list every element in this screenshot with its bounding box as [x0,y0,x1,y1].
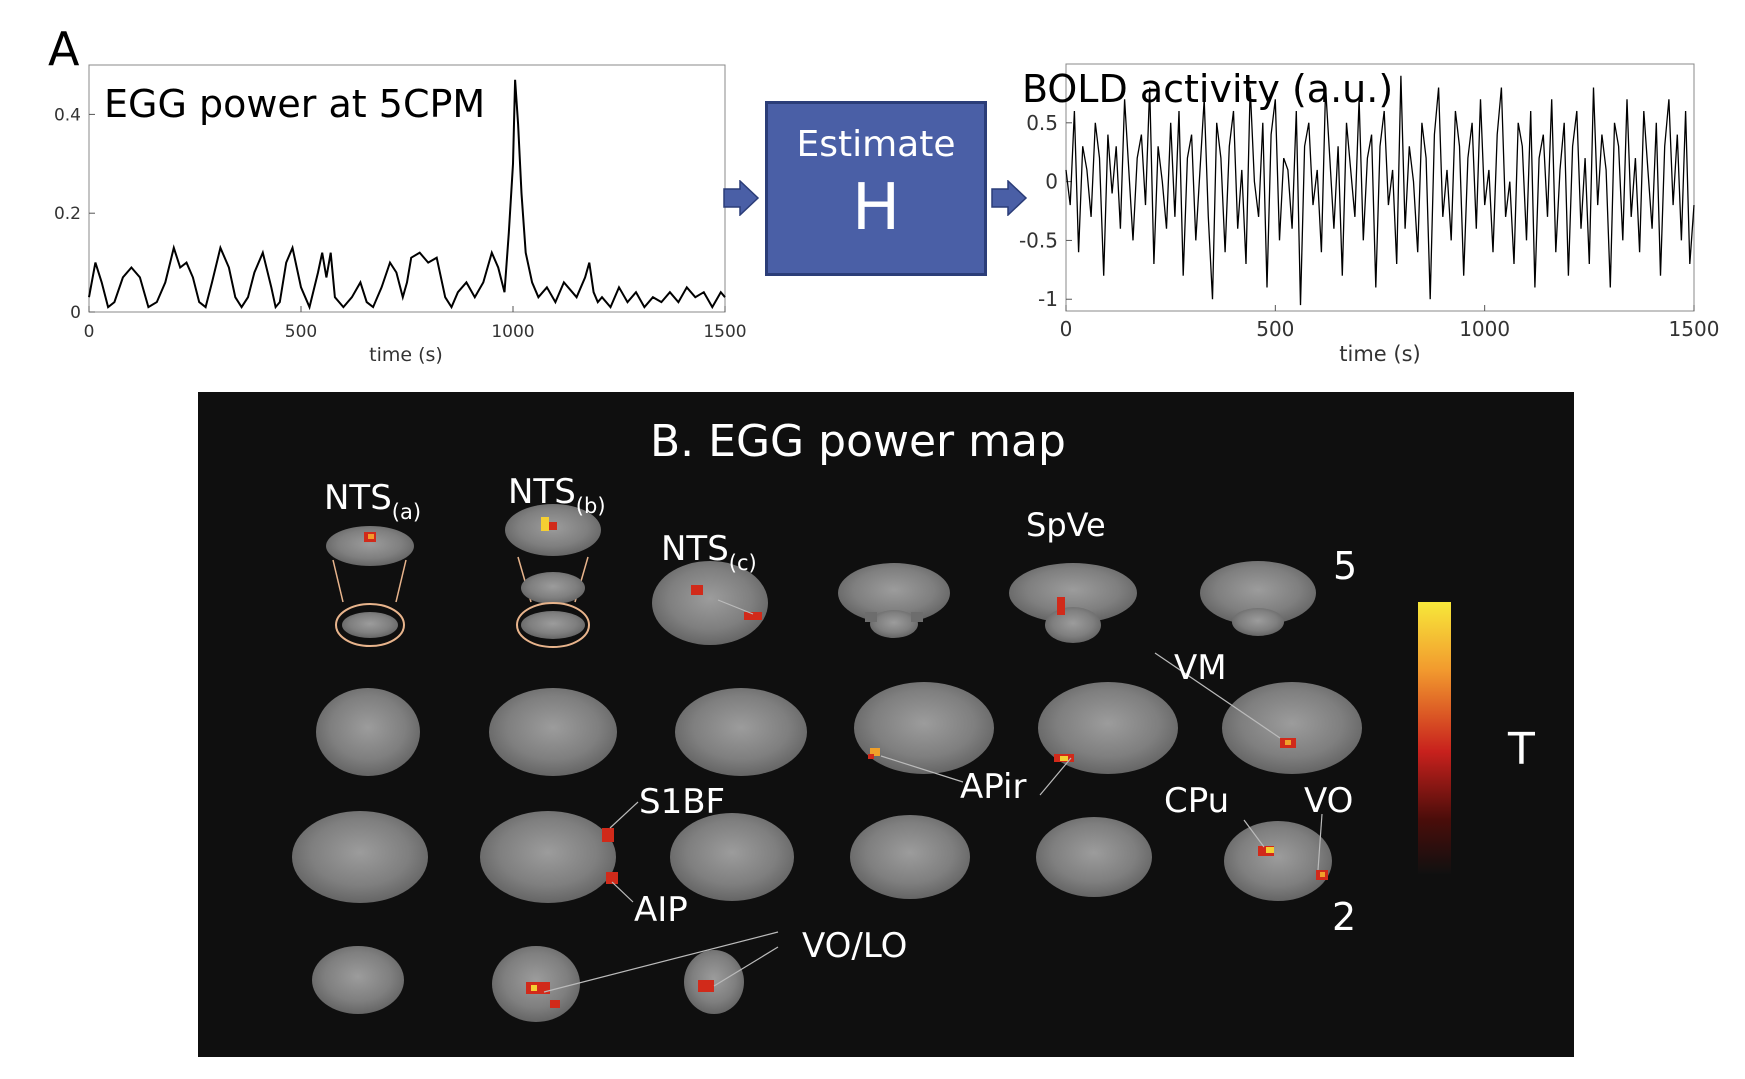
egg-power-chart: EGG power at 5CPM 0 0.2 0.4 0 500 1000 1500 t… [54,64,747,366]
brain-slice-r3c1 [292,811,428,903]
bold-plot-frame [1065,63,1695,312]
brain-slice-r2c3 [675,688,807,776]
brain-slice-r3c2 [480,811,618,903]
y-tick-label: -0.5 [1019,228,1058,252]
brain-slice-r2c1 [316,688,420,776]
egg-plot-frame [88,64,726,313]
estimate-h-box: Estimate H [765,101,987,276]
colorbar [1418,602,1451,874]
label-nts-c: NTS(c) [661,529,757,575]
x-tick-label: 500 [1256,317,1294,341]
y-tick-label: 0.4 [54,105,81,125]
brain-slice-r2c4 [854,682,994,774]
arrow-out-of-estimate [991,180,1028,216]
bold-activity-series-line [1065,75,1695,306]
y-tick-label: 0.5 [1026,111,1058,135]
x-tick-label: 1000 [491,322,534,342]
label-nts-a: NTS(a) [324,478,421,524]
label-cpu: CPu [1164,781,1229,821]
x-tick-label: 0 [1060,317,1073,341]
brain-slice-r2c2 [489,688,617,776]
label-aip: AIP [634,890,688,930]
brain-slice-r3c6 [1224,821,1332,901]
colorbar-axis-label: T [1507,724,1535,775]
bold-activity-chart: BOLD activity (a.u.) -1 -0.5 0 0.5 0 500 1000… [1019,63,1720,366]
panel-a-letter: A [48,22,80,76]
colorbar-min-label: 2 [1332,895,1356,939]
label-apir: APir [960,767,1026,807]
egg-power-series-line [88,79,726,311]
estimate-label: Estimate [796,124,956,165]
brain-slice-r1c3 [652,561,768,645]
y-tick-label: 0.2 [54,204,81,224]
label-spve: SpVe [1026,506,1106,544]
x-tick-label: 1500 [1669,317,1720,341]
brain-slice-r4c2 [492,946,580,1022]
bold-x-axis-label: time (s) [1339,342,1420,366]
colorbar-max-label: 5 [1333,544,1357,588]
brain-slice-r3c5 [1036,817,1152,897]
label-leader-lines [543,599,1323,993]
brain-slice-r1c4 [838,563,950,638]
x-tick-label: 500 [285,322,317,342]
brain-slice-r1c2 [505,504,601,648]
label-s1bf: S1BF [639,782,725,822]
x-tick-label: 1000 [1459,317,1510,341]
egg-x-axis-label: time (s) [369,344,443,366]
brain-slice-r4c3 [684,950,744,1014]
brain-slice-r1c1 [326,526,414,647]
brain-slice-r3c4 [850,815,970,899]
label-vo-lo: VO/LO [802,926,907,966]
bold-chart-title: BOLD activity (a.u.) [1022,67,1393,111]
brain-slice-r1c5 [1009,563,1137,643]
estimate-symbol: H [851,171,901,245]
brain-slice-r4c1 [312,946,404,1014]
x-tick-label: 0 [84,322,95,342]
y-tick-label: 0 [1045,170,1058,194]
brain-slice-r2c5 [1038,682,1178,774]
y-tick-label: 0 [70,303,81,323]
egg-chart-title: EGG power at 5CPM [104,82,485,126]
power-map-title: B. EGG power map [650,416,1066,467]
egg-power-map-panel: B. EGG power map [198,392,1574,1057]
arrow-into-estimate [723,180,760,216]
y-tick-label: -1 [1038,287,1058,311]
brain-slice-r1c6 [1200,561,1316,636]
brain-slice-r3c3 [670,813,794,901]
brain-slice-r2c6 [1222,682,1362,774]
label-vm: VM [1174,648,1227,688]
x-tick-label: 1500 [703,322,746,342]
label-nts-b: NTS(b) [508,472,606,518]
label-vo: VO [1304,781,1353,821]
